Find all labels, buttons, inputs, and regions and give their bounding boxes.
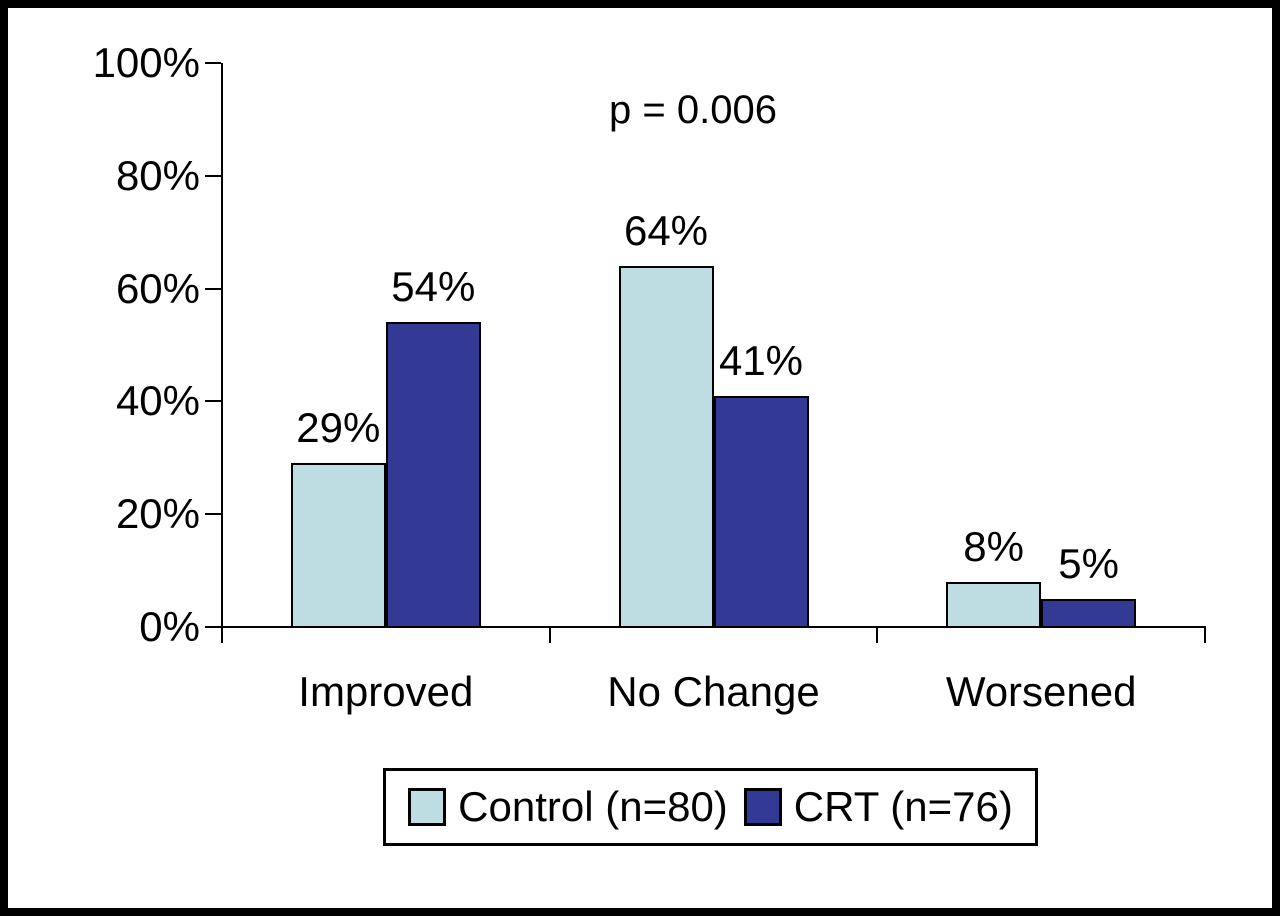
x-axis-tick xyxy=(1204,627,1206,643)
bar-value-label: 29% xyxy=(296,404,381,452)
bar-value-label: 64% xyxy=(623,207,709,255)
x-axis-tick xyxy=(221,627,223,643)
p-value-annotation: p = 0.006 xyxy=(609,88,777,132)
x-axis-tick xyxy=(876,627,879,643)
x-axis-category-label: Improved xyxy=(298,668,474,715)
y-axis-tick-label: 80% xyxy=(115,151,200,199)
bar-control-n-80 xyxy=(946,581,1042,628)
legend-entry: Control (n=80) xyxy=(408,784,728,830)
bar-crt-n-76 xyxy=(713,395,809,628)
y-axis-tick-label: 100% xyxy=(92,39,200,86)
y-axis-tick xyxy=(205,287,221,290)
bar-control-n-80 xyxy=(290,463,386,628)
legend-label: CRT (n=76) xyxy=(793,783,1013,830)
x-axis-category-label: No Change xyxy=(607,668,820,715)
bar-crt-n-76 xyxy=(385,322,481,628)
y-axis-line xyxy=(221,63,223,629)
bar-value-label: 5% xyxy=(1058,539,1119,587)
legend-swatch-icon xyxy=(408,788,447,826)
y-axis-tick-label: 20% xyxy=(115,490,200,538)
legend-swatch-icon xyxy=(743,788,782,826)
x-axis-tick xyxy=(548,627,551,643)
bar-crt-n-76 xyxy=(1041,598,1137,628)
y-axis-tick-label: 60% xyxy=(115,264,200,312)
y-axis-tick-label: 0% xyxy=(139,603,200,650)
bar-value-label: 41% xyxy=(718,336,804,384)
y-axis-tick xyxy=(205,62,221,64)
bar-value-label: 54% xyxy=(391,263,476,311)
y-axis-tick xyxy=(205,626,221,628)
legend-entry: CRT (n=76) xyxy=(743,783,1013,830)
y-axis-tick-label: 40% xyxy=(115,377,200,425)
y-axis-tick xyxy=(205,400,221,403)
y-axis-tick xyxy=(205,513,221,516)
x-axis-category-label: Worsened xyxy=(945,668,1137,715)
bar-control-n-80 xyxy=(618,266,714,628)
y-axis-tick xyxy=(205,174,221,177)
legend: Control (n=80) CRT (n=76) xyxy=(383,768,1038,846)
legend-label: Control (n=80) xyxy=(458,783,728,830)
bar-value-label: 8% xyxy=(963,522,1024,570)
